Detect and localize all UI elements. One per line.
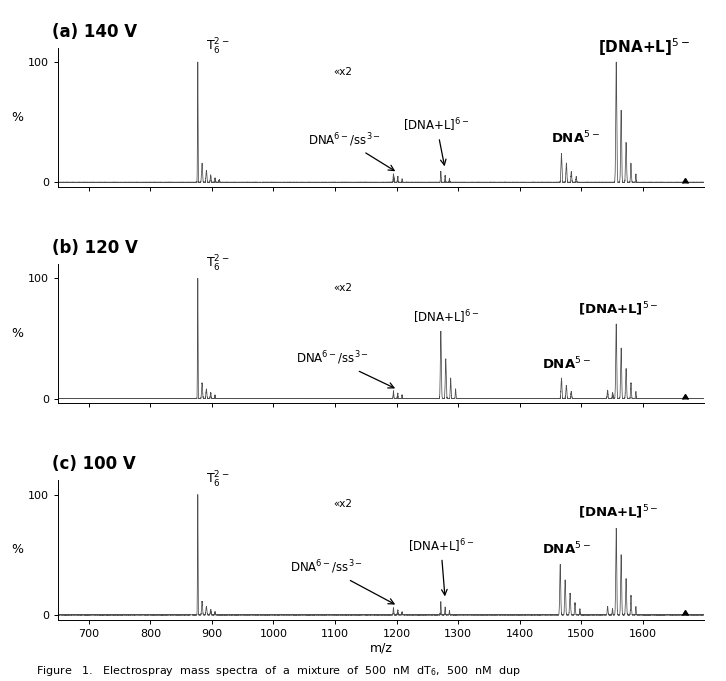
Text: [DNA+L]$^{6-}$: [DNA+L]$^{6-}$ bbox=[404, 116, 470, 165]
Text: DNA$^{6-}$/ss$^{3-}$: DNA$^{6-}$/ss$^{3-}$ bbox=[309, 131, 394, 170]
Text: DNA$^{6-}$/ss$^{3-}$: DNA$^{6-}$/ss$^{3-}$ bbox=[290, 559, 394, 604]
Text: (a) 140 V: (a) 140 V bbox=[52, 22, 136, 41]
Text: «x2: «x2 bbox=[333, 499, 353, 509]
Text: DNA$^{6-}$/ss$^{3-}$: DNA$^{6-}$/ss$^{3-}$ bbox=[296, 350, 394, 388]
Y-axis label: %: % bbox=[11, 111, 23, 124]
Text: «x2: «x2 bbox=[333, 67, 353, 77]
Text: T$_6^{2-}$: T$_6^{2-}$ bbox=[205, 37, 229, 57]
Text: DNA$^{5-}$: DNA$^{5-}$ bbox=[542, 541, 591, 557]
Y-axis label: %: % bbox=[11, 543, 23, 556]
Text: DNA$^{5-}$: DNA$^{5-}$ bbox=[542, 355, 591, 373]
Text: Figure   1.   Electrospray  mass  spectra  of  a  mixture  of  500  nM  dT$_6$, : Figure 1. Electrospray mass spectra of a… bbox=[36, 663, 521, 678]
Text: [DNA+L]$^{6-}$: [DNA+L]$^{6-}$ bbox=[412, 309, 479, 326]
Text: [DNA+L]$^{5-}$: [DNA+L]$^{5-}$ bbox=[597, 37, 690, 59]
Text: [DNA+L]$^{5-}$: [DNA+L]$^{5-}$ bbox=[578, 503, 658, 521]
Text: [DNA+L]$^{5-}$: [DNA+L]$^{5-}$ bbox=[578, 300, 658, 318]
Text: (c) 100 V: (c) 100 V bbox=[52, 455, 135, 473]
Y-axis label: %: % bbox=[11, 327, 23, 340]
Text: «x2: «x2 bbox=[333, 283, 353, 294]
Text: [DNA+L]$^{6-}$: [DNA+L]$^{6-}$ bbox=[407, 537, 474, 595]
Text: DNA$^{5-}$: DNA$^{5-}$ bbox=[550, 129, 600, 146]
Text: T$_6^{2-}$: T$_6^{2-}$ bbox=[205, 470, 229, 490]
X-axis label: m/z: m/z bbox=[370, 642, 393, 654]
Text: (b) 120 V: (b) 120 V bbox=[52, 239, 137, 257]
Text: T$_6^{2-}$: T$_6^{2-}$ bbox=[205, 253, 229, 274]
